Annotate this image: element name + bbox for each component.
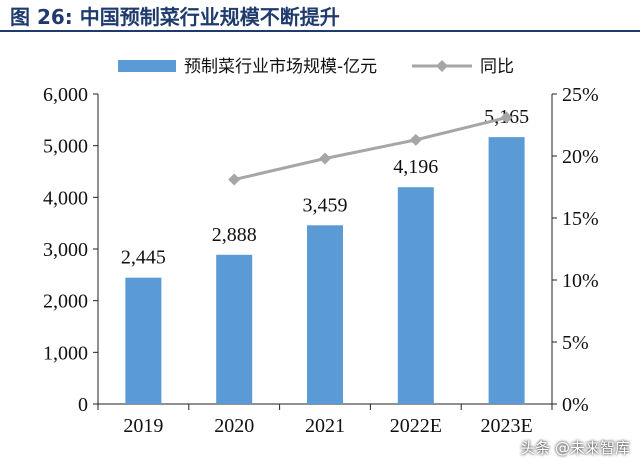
legend-marker-line [436,60,448,72]
bar-value-label: 4,196 [393,156,438,178]
bar [397,187,434,404]
watermark: 头条 @未来智库 [520,439,630,457]
x-tick-label: 2021 [305,415,345,437]
right-tick-label: 0% [562,394,589,416]
yoy-point [500,111,513,124]
left-tick-label: 1,000 [43,342,88,364]
right-tick-label: 20% [562,146,599,168]
left-tick-label: 0 [78,394,88,416]
bar [125,277,162,404]
right-tick-label: 5% [562,332,589,354]
yoy-point [409,133,422,146]
yoy-point [228,173,241,186]
chart: 预制菜行业市场规模-亿元 同比 0 1,000 2,000 3,000 4,000 5,000… [43,57,599,437]
bar-value-label: 2,888 [212,224,257,246]
bar [307,225,343,404]
right-tick-label: 10% [562,270,599,292]
right-tick-label: 15% [562,208,599,230]
left-tick-label: 3,000 [43,239,88,261]
bar-value-label: 3,459 [303,194,348,216]
yoy-point [319,152,331,165]
title-bar: 图 26: 中国预制菜行业规模不断提升 [0,0,640,32]
legend-swatch-bar [118,60,176,72]
bar-value-label: 2,445 [121,247,166,269]
left-tick-label: 5,000 [43,136,88,158]
right-tick-label: 25% [562,84,599,106]
x-tick-label: 2019 [123,415,163,437]
yoy-line [233,116,507,182]
legend-label-line: 同比 [480,57,514,77]
x-tick-label: 2023E [480,415,532,437]
bar [488,137,525,404]
left-tick-label: 6,000 [43,84,88,106]
x-tick-label: 2020 [214,415,254,437]
bar [216,254,253,404]
left-tick-label: 4,000 [43,187,88,209]
legend-label-bar: 预制菜行业市场规模-亿元 [184,57,377,77]
x-tick-label: 2022E [390,415,442,437]
left-tick-label: 2,000 [43,291,88,313]
figure-title: 图 26: 中国预制菜行业规模不断提升 [10,4,340,29]
